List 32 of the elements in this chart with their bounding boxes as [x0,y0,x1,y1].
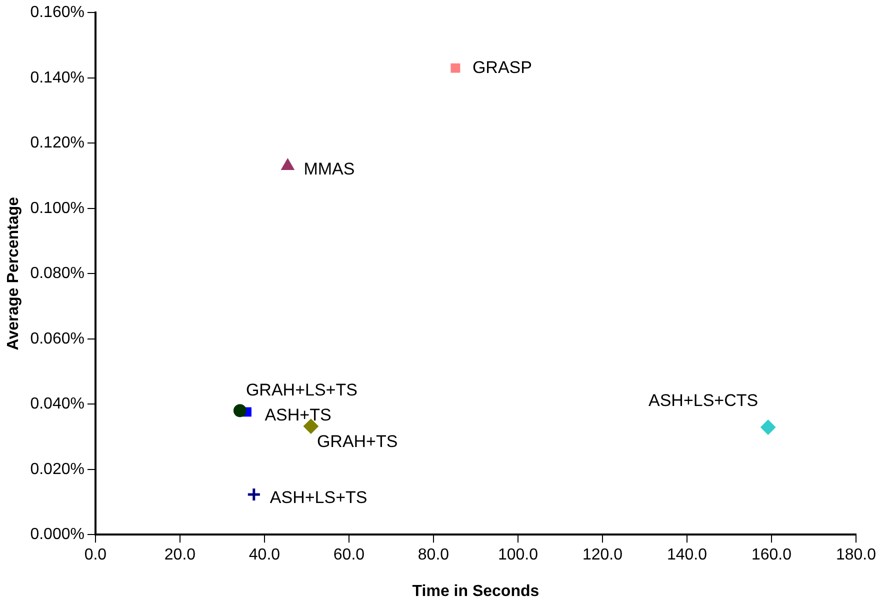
series-label: ASH+LS+CTS [648,390,758,410]
y-tick-label: 0.160% [30,4,84,22]
point [760,420,776,435]
series-label: ASH+TS [264,406,332,425]
point [233,404,246,418]
point [246,487,262,502]
x-tick-label: 100.0 [498,546,538,564]
series-label: GRAH+LS+TS [246,380,358,400]
y-tick-label: 0.140% [30,69,84,86]
series-label: GRAH+TS [316,432,398,451]
y-tick-label: 0.060% [30,330,84,348]
y-axis-title: Average Percentage [5,196,22,350]
series-label: ASH+LS+TS [270,488,368,508]
y-tick-label: 0.100% [30,200,84,217]
point [450,63,460,73]
series-label: MMAS [304,160,355,179]
y-tick-label: 0.000% [30,526,84,544]
y-tick-label: 0.120% [30,134,84,152]
x-tick-label: 180.0 [836,546,876,564]
y-tick-label: 0.080% [30,265,84,282]
x-tick-label: 20.0 [164,546,196,564]
x-tick-label: 60.0 [333,546,365,564]
y-tick-label: 0.020% [30,460,84,478]
y-tick-label: 0.040% [30,396,84,413]
x-tick-label: 160.0 [751,546,792,564]
x-tick-label: 0.0 [84,546,107,564]
x-axis-title: Time in Seconds [412,582,540,600]
x-tick-label: 120.0 [582,546,623,564]
series-label: GRASP [472,58,532,77]
x-tick-label: 80.0 [418,546,450,564]
x-tick-label: 40.0 [248,546,280,564]
x-tick-label: 140.0 [666,546,708,564]
